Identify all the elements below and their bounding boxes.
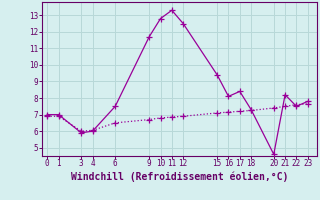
- X-axis label: Windchill (Refroidissement éolien,°C): Windchill (Refroidissement éolien,°C): [70, 171, 288, 182]
